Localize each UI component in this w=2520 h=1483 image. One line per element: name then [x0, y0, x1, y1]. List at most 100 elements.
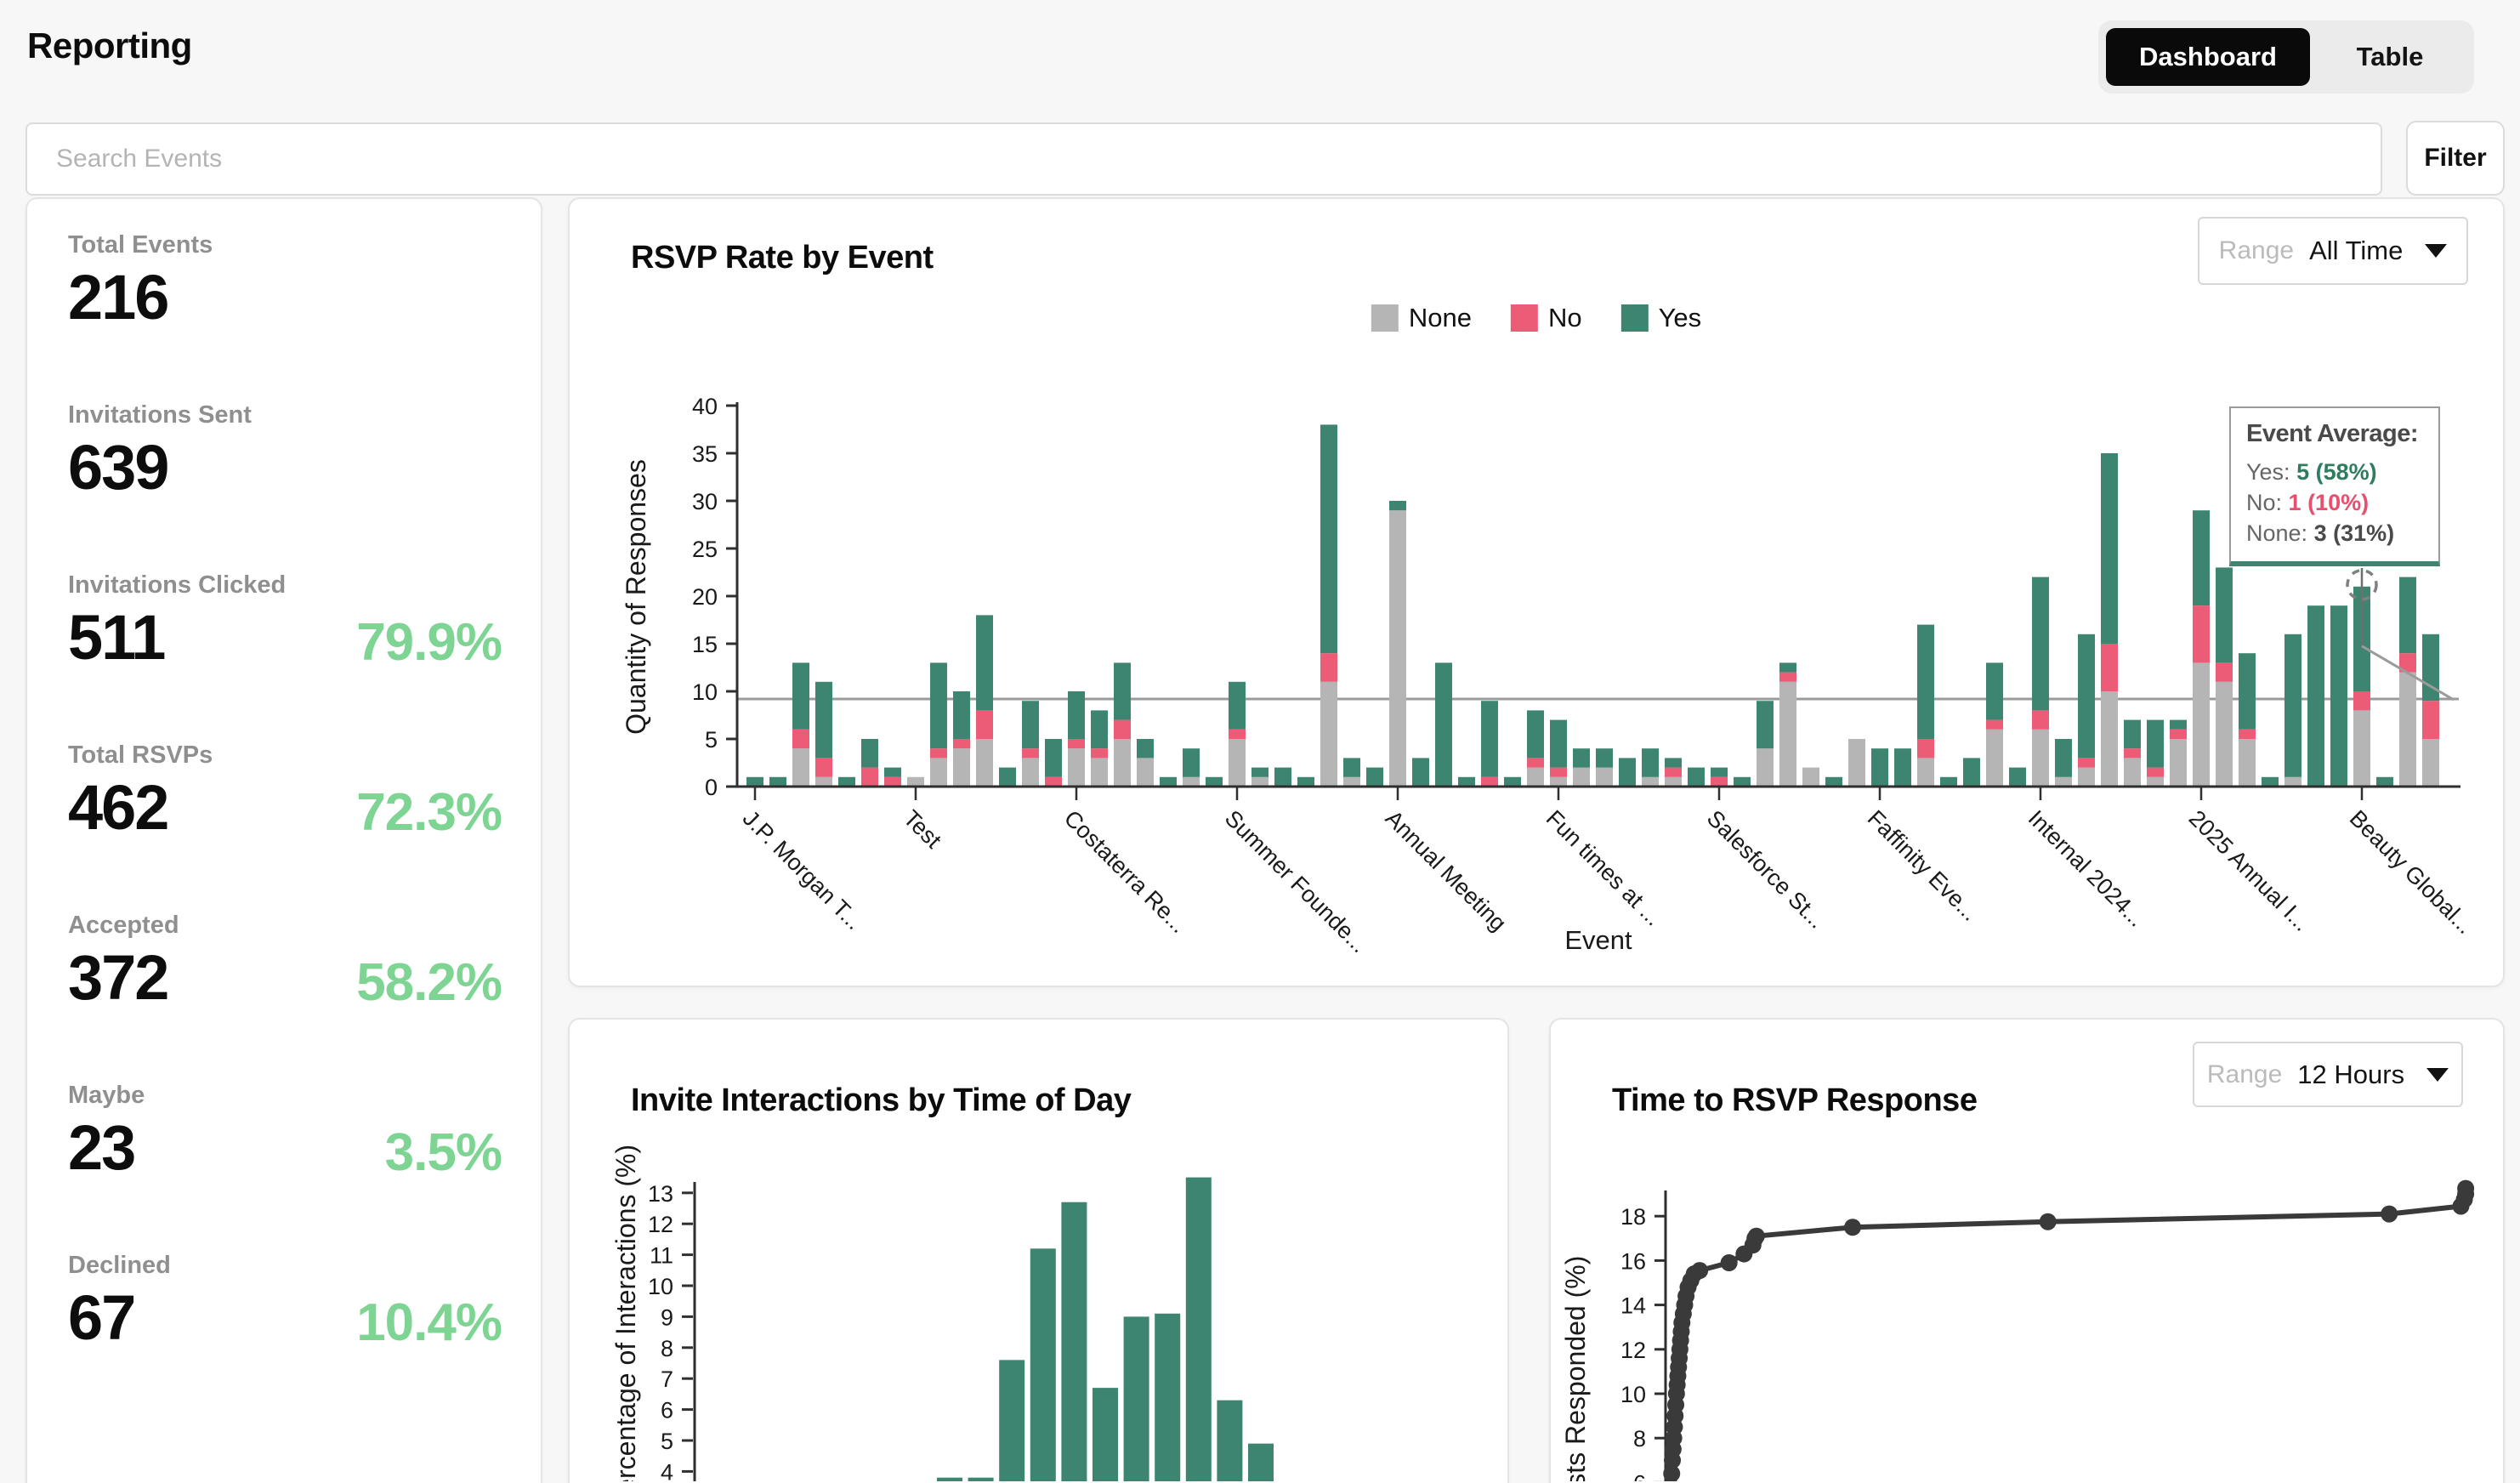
bar-segment	[953, 739, 970, 749]
stat-block: Invitations Clicked 511 79.9%	[68, 571, 502, 669]
bar-segment	[1022, 748, 1039, 759]
bar-segment	[2032, 577, 2049, 711]
bar-segment	[1435, 662, 1452, 787]
bar-segment	[2239, 739, 2256, 787]
bar-segment	[1665, 776, 1682, 787]
tick-label: 30	[692, 489, 718, 514]
bar-segment	[1114, 662, 1131, 720]
bar-segment	[1917, 758, 1934, 787]
bar-segment	[2101, 453, 2118, 644]
bar-segment	[1229, 739, 1246, 787]
x-tick-label: J.P. Morgan T...	[738, 805, 867, 935]
bar-segment	[2399, 672, 2416, 787]
data-point	[1844, 1219, 1862, 1236]
bar-segment	[2147, 767, 2164, 777]
bar-segment	[930, 662, 947, 749]
bar-segment	[1297, 776, 1314, 787]
x-tick-label: Salesforce St...	[1702, 805, 1830, 934]
stat-value: 462	[68, 772, 169, 843]
no-swatch-icon	[1510, 304, 1538, 332]
tick-label: 40	[692, 394, 718, 419]
bar-segment	[2101, 644, 2118, 691]
bar-segment	[1251, 767, 1269, 777]
ttr-range-select[interactable]: Range 12 Hours	[2193, 1042, 2463, 1107]
data-point	[2457, 1179, 2475, 1197]
tick-label: 12	[1620, 1338, 1646, 1363]
bar-segment	[1986, 662, 2003, 720]
x-tick-label: 2025 Annual I...	[2184, 805, 2315, 936]
bar-segment	[1711, 776, 1728, 787]
bar-segment	[2078, 634, 2095, 759]
filter-button[interactable]: Filter	[2406, 121, 2505, 196]
stat-percentage: 3.5%	[384, 1123, 502, 1182]
bar-segment	[1412, 758, 1429, 787]
bar-segment	[2147, 776, 2164, 787]
bar-segment	[1091, 758, 1108, 787]
bar-segment	[1917, 739, 1934, 759]
stat-label: Declined	[68, 1252, 171, 1279]
bar-segment	[1619, 758, 1636, 787]
tab-table[interactable]: Table	[2313, 28, 2466, 86]
bar-segment	[1183, 748, 1200, 777]
legend-item-yes: Yes	[1620, 303, 1701, 333]
bar-segment	[2032, 729, 2049, 787]
bar	[999, 1360, 1025, 1481]
bar-segment	[1091, 748, 1108, 759]
search-input[interactable]	[26, 122, 2382, 196]
stat-value: 639	[68, 432, 169, 503]
bar-segment	[1137, 758, 1154, 787]
rsvp-range-select[interactable]: Range All Time	[2198, 217, 2468, 285]
data-point	[1747, 1227, 1765, 1245]
bar-segment	[1251, 776, 1269, 787]
stat-percentage: 58.2%	[356, 953, 502, 1012]
tick-label: 9	[661, 1304, 673, 1330]
bar-segment	[2422, 701, 2439, 739]
bar-segment	[976, 615, 993, 711]
x-axis-label: Event	[1564, 925, 1632, 955]
bar-segment	[2216, 567, 2233, 663]
bar-segment	[1068, 739, 1085, 749]
bar-segment	[2170, 719, 2187, 730]
bar-segment	[1665, 758, 1682, 768]
bar-segment	[1642, 748, 1659, 777]
bar-segment	[792, 729, 809, 749]
bar-segment	[1871, 748, 1888, 787]
bar	[1123, 1316, 1149, 1481]
bar-segment	[1045, 739, 1062, 777]
bar	[1093, 1388, 1118, 1481]
bar	[1217, 1400, 1243, 1481]
bar-segment	[1986, 729, 2003, 787]
tab-dashboard[interactable]: Dashboard	[2106, 28, 2310, 86]
view-toggle: Dashboard Table	[2098, 20, 2474, 94]
tooltip-none-row: None: 3 (31%)	[2246, 520, 2395, 547]
bar-segment	[2239, 653, 2256, 730]
bar	[1061, 1202, 1087, 1481]
bar-segment	[1320, 681, 1337, 787]
bar-segment	[930, 748, 947, 759]
bar-segment	[2193, 510, 2210, 606]
bar-segment	[2284, 634, 2301, 777]
stat-value: 372	[68, 942, 169, 1013]
bar-segment	[2193, 662, 2210, 787]
bar-segment	[2216, 681, 2233, 787]
bar-segment	[1481, 701, 1498, 777]
tick-label: 18	[1620, 1204, 1646, 1230]
tick-label: 15	[692, 632, 718, 657]
stat-block: Accepted 372 58.2%	[68, 912, 502, 1009]
x-tick-label: Beauty Global...	[2345, 805, 2478, 939]
bar-segment	[953, 691, 970, 739]
bar-segment	[838, 776, 855, 787]
data-point	[1720, 1254, 1738, 1272]
bar-segment	[1527, 758, 1544, 768]
bar-segment	[1665, 767, 1682, 777]
bar-segment	[2399, 577, 2416, 654]
tick-label: 20	[692, 584, 718, 610]
stat-block: Total RSVPs 462 72.3%	[68, 742, 502, 839]
data-point	[1691, 1262, 1709, 1280]
bar-segment	[2262, 776, 2279, 787]
tick-label: 5	[705, 727, 718, 753]
bar-segment	[792, 662, 809, 730]
stat-label: Accepted	[68, 912, 179, 939]
bar-segment	[953, 748, 970, 787]
stat-value: 23	[68, 1112, 136, 1183]
